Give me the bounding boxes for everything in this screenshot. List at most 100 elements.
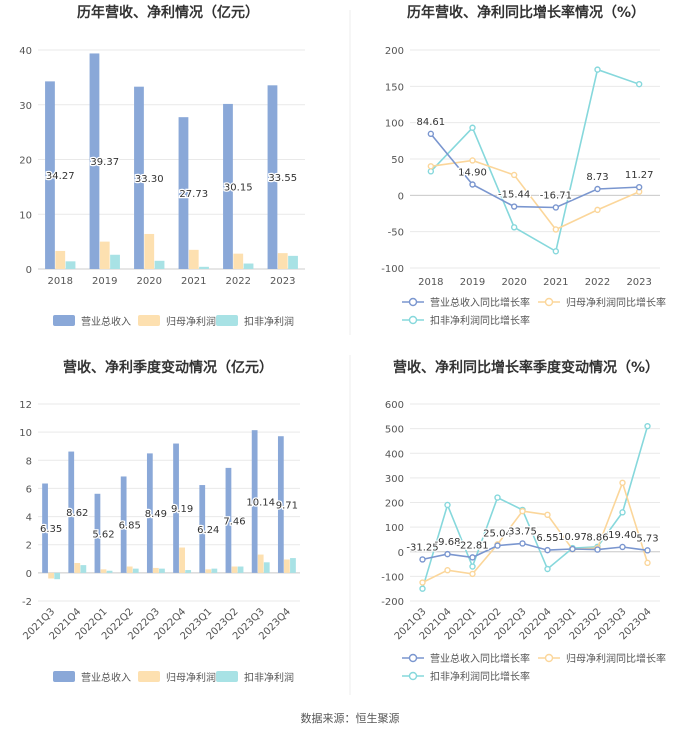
series-point-1 xyxy=(427,130,435,138)
series-point-3 xyxy=(644,422,651,430)
bar-2 xyxy=(126,566,133,573)
bar-value-label: 8.49 xyxy=(145,509,167,520)
y-tick-label: 600 xyxy=(385,400,404,411)
series-point-2 xyxy=(544,511,551,519)
bar-3 xyxy=(211,568,218,573)
legend-label: 归母净利润 xyxy=(166,671,216,684)
legend-label: 扣非净利润同比增长率 xyxy=(430,670,530,683)
bar-2 xyxy=(231,566,238,573)
bar-3 xyxy=(263,562,270,573)
bar-3 xyxy=(154,260,165,269)
legend-swatch xyxy=(53,315,75,326)
legend-label: 扣非净利润同比增长率 xyxy=(430,314,530,327)
bar-2 xyxy=(257,554,264,573)
x-tick-label: 2018 xyxy=(48,276,73,287)
line-value-label: -15.44 xyxy=(498,190,530,201)
legend-marker xyxy=(544,653,554,663)
x-tick-label: 2020 xyxy=(137,276,162,287)
series-point-1 xyxy=(444,550,451,558)
series-point-2 xyxy=(552,226,560,233)
bar-1 xyxy=(251,430,258,573)
chart-title: 营收、净利季度变动情况（亿元） xyxy=(63,359,273,376)
legend-label: 扣非净利润 xyxy=(244,315,294,328)
chart-panel-1: 历年营收、净利情况（亿元） 0 10 20 30 40 2018 2019 2020 2021 20… xyxy=(19,4,305,328)
legend-marker xyxy=(408,671,418,681)
series-point-2 xyxy=(444,567,451,574)
bar-1 xyxy=(68,451,75,573)
series-line-1 xyxy=(422,542,648,561)
y-tick-label: -2 xyxy=(22,597,32,608)
x-tick-label: 2021 xyxy=(543,277,568,288)
bar-3 xyxy=(110,254,120,269)
series-point-3 xyxy=(594,66,601,73)
legend-swatch xyxy=(216,315,238,326)
y-tick-label: 12 xyxy=(19,400,32,411)
series-point-3 xyxy=(552,248,560,255)
bar-value-label: 6.85 xyxy=(119,521,141,532)
series-point-2 xyxy=(519,507,526,515)
bar-value-label: 6.24 xyxy=(197,525,219,536)
series-point-3 xyxy=(510,224,518,231)
y-tick-label: -100 xyxy=(381,572,404,583)
y-tick-label: 6 xyxy=(26,484,32,495)
y-tick-label: -100 xyxy=(381,264,404,275)
series-point-1 xyxy=(594,546,601,553)
x-tick-label: 2023 xyxy=(270,276,295,287)
series-point-1 xyxy=(510,203,518,210)
line-value-label: 5.73 xyxy=(636,533,658,544)
bar-1 xyxy=(45,81,55,269)
legend-label: 营业总收入 xyxy=(81,315,131,328)
y-tick-label: 100 xyxy=(385,119,404,130)
bar-3 xyxy=(54,572,61,580)
bar-2 xyxy=(144,233,155,269)
y-tick-label: 30 xyxy=(19,101,32,112)
bar-2 xyxy=(100,569,107,573)
y-tick-label: 4 xyxy=(26,513,32,524)
line-value-label: 25.04 xyxy=(483,529,512,540)
bar-1 xyxy=(89,53,100,269)
y-tick-label: 10 xyxy=(19,210,32,221)
y-tick-label: 500 xyxy=(385,425,404,436)
bar-3 xyxy=(243,263,254,269)
chart-panel-2: 历年营收、净利同比增长率情况（%） -100 -50 0 50 100 150 200 2018… xyxy=(381,4,666,327)
line-value-label: -22.81 xyxy=(456,540,488,551)
series-point-1 xyxy=(619,543,626,551)
bar-3 xyxy=(80,565,87,573)
series-point-3 xyxy=(635,80,643,88)
bar-1 xyxy=(178,117,189,269)
legend-swatch xyxy=(53,671,75,682)
series-point-1 xyxy=(469,181,476,188)
x-tick-label: 2019 xyxy=(92,276,117,287)
bar-2 xyxy=(153,567,159,573)
bar-1 xyxy=(42,483,48,573)
x-tick-label: 2021 xyxy=(181,276,206,287)
series-point-2 xyxy=(427,163,435,170)
legend-label: 营业总收入同比增长率 xyxy=(430,296,530,309)
series-point-3 xyxy=(544,565,551,573)
series-point-1 xyxy=(419,556,426,563)
line-value-label: 19.40 xyxy=(608,530,637,541)
series-point-2 xyxy=(510,171,518,179)
x-tick-label: 2023 xyxy=(626,277,651,288)
bar-2 xyxy=(277,253,288,269)
legend-marker xyxy=(408,653,418,663)
line-value-label: 14.90 xyxy=(458,168,487,179)
y-tick-label: 0 xyxy=(26,265,32,276)
series-point-3 xyxy=(494,494,501,501)
chart-title: 营收、净利同比增长率季度变动情况（%） xyxy=(393,359,659,376)
series-point-2 xyxy=(644,559,651,567)
series-point-1 xyxy=(594,185,601,193)
bar-1 xyxy=(277,436,284,573)
y-tick-label: 400 xyxy=(385,449,404,460)
series-point-3 xyxy=(469,124,476,131)
series-point-1 xyxy=(469,554,476,561)
line-value-label: 33.75 xyxy=(508,526,537,537)
x-tick-label: 2022 xyxy=(226,276,251,287)
bar-1 xyxy=(223,103,233,270)
bar-2 xyxy=(74,563,81,573)
line-value-label: 8.86 xyxy=(586,533,608,544)
y-tick-label: 40 xyxy=(19,46,32,57)
y-tick-label: 150 xyxy=(385,82,404,93)
series-point-1 xyxy=(569,545,576,553)
bar-value-label: 34.27 xyxy=(46,171,75,182)
